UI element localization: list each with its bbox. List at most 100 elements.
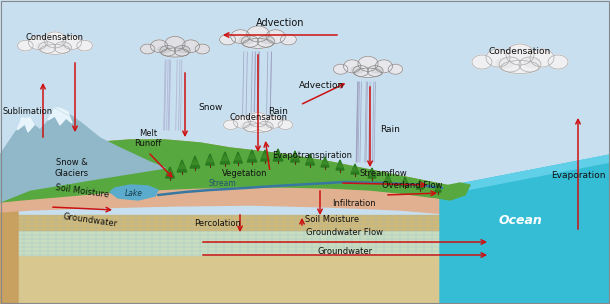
Polygon shape: [292, 154, 298, 159]
Polygon shape: [179, 164, 185, 168]
Ellipse shape: [278, 120, 293, 130]
Ellipse shape: [160, 46, 176, 56]
Polygon shape: [167, 170, 173, 175]
Polygon shape: [322, 160, 328, 164]
Ellipse shape: [354, 68, 382, 78]
Text: Evapotranspiration: Evapotranspiration: [272, 150, 352, 160]
Ellipse shape: [506, 44, 534, 65]
Text: Lake: Lake: [125, 188, 143, 198]
Polygon shape: [336, 160, 344, 170]
Polygon shape: [351, 164, 359, 174]
Text: Condensation: Condensation: [489, 47, 551, 57]
Ellipse shape: [63, 36, 82, 50]
Polygon shape: [307, 157, 313, 162]
Ellipse shape: [266, 30, 285, 43]
Ellipse shape: [40, 44, 70, 54]
Polygon shape: [435, 184, 441, 192]
Ellipse shape: [165, 36, 185, 51]
Polygon shape: [0, 108, 165, 202]
Ellipse shape: [367, 66, 383, 76]
Ellipse shape: [486, 49, 510, 67]
Polygon shape: [321, 157, 329, 167]
Text: Soil Moisture: Soil Moisture: [305, 216, 359, 224]
Polygon shape: [440, 155, 610, 195]
Ellipse shape: [241, 122, 254, 129]
Text: Percolation: Percolation: [195, 219, 242, 229]
Polygon shape: [440, 155, 610, 304]
Ellipse shape: [351, 66, 364, 74]
Polygon shape: [290, 151, 300, 162]
Polygon shape: [401, 177, 409, 186]
Ellipse shape: [44, 32, 66, 48]
Ellipse shape: [29, 36, 47, 50]
Text: Rain: Rain: [380, 126, 400, 134]
Polygon shape: [352, 167, 358, 171]
Ellipse shape: [158, 46, 171, 53]
Ellipse shape: [241, 36, 259, 47]
Polygon shape: [0, 140, 460, 202]
Polygon shape: [417, 180, 423, 189]
Text: Groundwater Flow: Groundwater Flow: [306, 228, 384, 237]
Ellipse shape: [501, 60, 539, 74]
Polygon shape: [384, 174, 392, 183]
Text: Infiltration: Infiltration: [332, 199, 376, 208]
Polygon shape: [0, 140, 460, 215]
Ellipse shape: [36, 43, 50, 50]
Ellipse shape: [245, 124, 271, 133]
Ellipse shape: [220, 34, 235, 45]
Text: Rain: Rain: [268, 108, 288, 116]
Ellipse shape: [243, 39, 273, 48]
Ellipse shape: [472, 55, 492, 69]
Ellipse shape: [178, 47, 189, 53]
Polygon shape: [273, 149, 283, 161]
Ellipse shape: [140, 44, 155, 54]
Ellipse shape: [519, 57, 541, 72]
Ellipse shape: [530, 49, 554, 67]
Ellipse shape: [371, 67, 382, 73]
Ellipse shape: [231, 30, 250, 43]
Polygon shape: [17, 118, 34, 132]
Polygon shape: [190, 156, 200, 168]
Ellipse shape: [343, 60, 361, 73]
Text: Advection: Advection: [300, 81, 345, 90]
Polygon shape: [235, 155, 241, 160]
Text: Evaporation: Evaporation: [551, 171, 605, 179]
Text: Stream: Stream: [208, 179, 236, 188]
Text: Advection: Advection: [256, 18, 304, 28]
Text: Overland Flow: Overland Flow: [382, 181, 442, 190]
Polygon shape: [48, 108, 72, 125]
Polygon shape: [435, 183, 470, 200]
Polygon shape: [403, 180, 407, 183]
Polygon shape: [192, 160, 198, 164]
Text: Groundwater: Groundwater: [62, 212, 118, 228]
Text: Condensation: Condensation: [229, 113, 287, 123]
Ellipse shape: [239, 36, 253, 44]
Polygon shape: [0, 187, 460, 215]
Polygon shape: [165, 167, 174, 178]
Ellipse shape: [353, 66, 368, 76]
Text: Sublimation: Sublimation: [3, 108, 53, 116]
Ellipse shape: [265, 116, 282, 128]
Polygon shape: [386, 177, 390, 180]
Ellipse shape: [375, 60, 392, 73]
Polygon shape: [220, 152, 230, 164]
Text: Soil Moisture: Soil Moisture: [55, 184, 110, 200]
Ellipse shape: [247, 26, 269, 42]
Polygon shape: [369, 171, 375, 175]
Polygon shape: [274, 153, 281, 157]
Ellipse shape: [261, 123, 273, 129]
Polygon shape: [262, 153, 268, 158]
Ellipse shape: [223, 120, 238, 130]
Polygon shape: [207, 157, 213, 162]
Text: Vegetation: Vegetation: [222, 169, 268, 178]
Polygon shape: [0, 168, 18, 304]
Polygon shape: [249, 154, 256, 158]
Polygon shape: [177, 160, 187, 172]
Ellipse shape: [18, 40, 33, 51]
Ellipse shape: [261, 37, 274, 44]
Ellipse shape: [54, 42, 71, 53]
Text: Groundwater: Groundwater: [317, 247, 373, 257]
Polygon shape: [0, 255, 610, 304]
Ellipse shape: [151, 40, 168, 53]
Polygon shape: [221, 156, 228, 161]
